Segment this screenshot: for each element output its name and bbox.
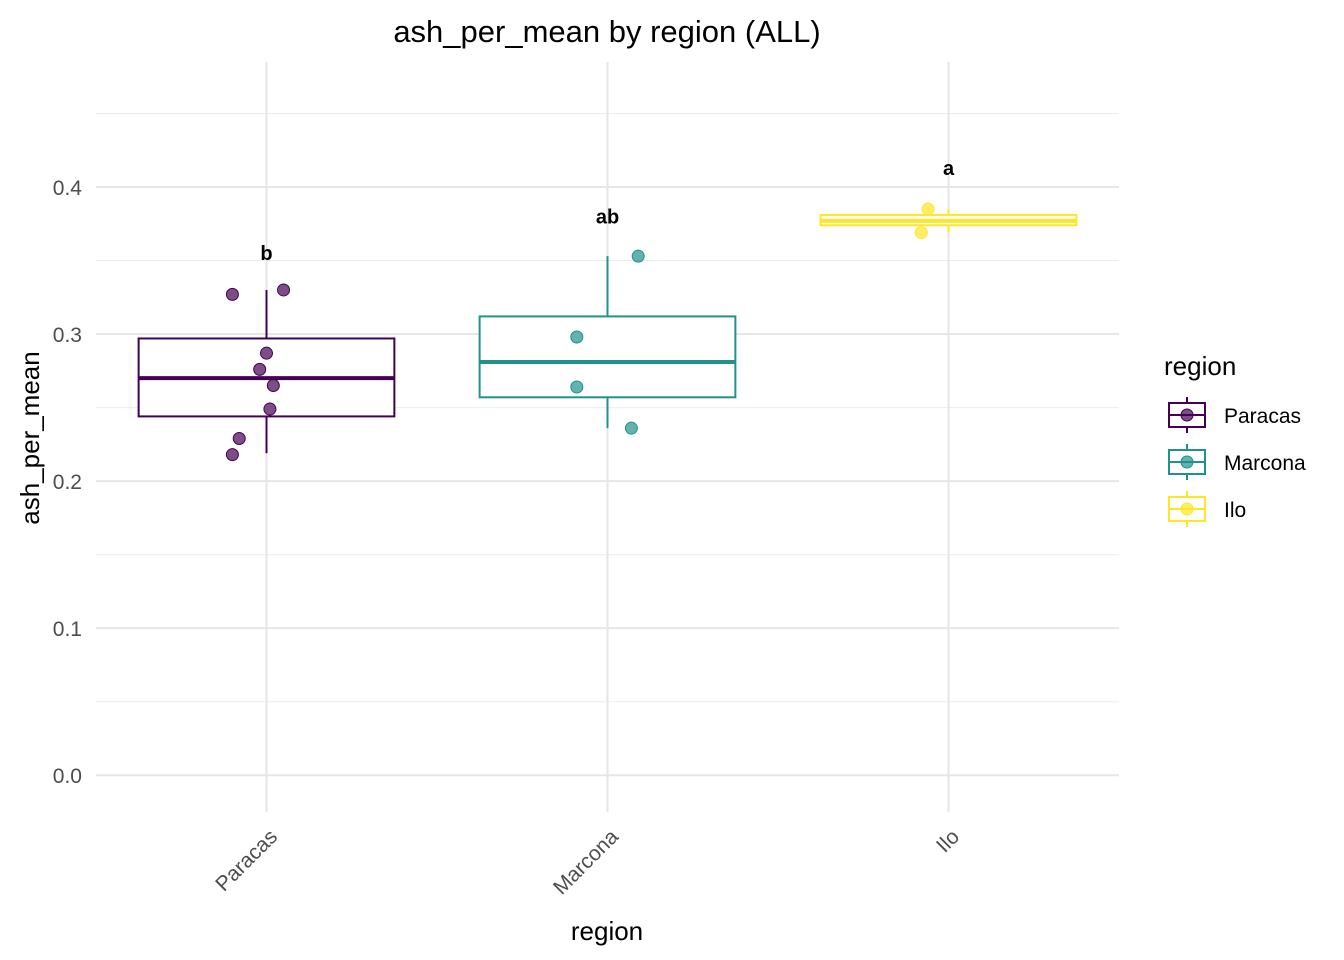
y-tick-label: 0.1	[53, 618, 82, 641]
legend-key-point	[1180, 455, 1194, 469]
y-tick-label: 0.0	[53, 765, 82, 788]
y-tick-label: 0.2	[53, 471, 82, 494]
data-point	[225, 448, 239, 462]
data-point	[914, 226, 928, 240]
data-point	[277, 283, 291, 297]
legend-key-point	[1180, 502, 1194, 516]
data-point	[225, 287, 239, 301]
data-point	[263, 402, 277, 416]
y-axis-ticks: 0.0 0.1 0.2 0.3 0.4	[53, 177, 83, 788]
legend-key-point	[1180, 408, 1194, 422]
data-point	[266, 379, 280, 393]
legend-item: Paracas	[1168, 397, 1301, 433]
x-tick-label: Marcona	[549, 825, 623, 899]
legend-label: Ilo	[1224, 499, 1246, 522]
y-axis-label: ash_per_mean	[15, 351, 45, 524]
point-layer	[225, 202, 935, 462]
legend-title: region	[1164, 351, 1236, 381]
x-tick-label: Paracas	[211, 825, 282, 896]
data-point	[253, 362, 267, 376]
y-tick-label: 0.4	[53, 177, 83, 200]
data-point	[631, 249, 645, 263]
significance-letters: b ab a	[260, 158, 955, 265]
x-axis-ticks: Paracas Marcona Ilo	[211, 825, 964, 899]
y-tick-label: 0.3	[53, 324, 82, 347]
data-point	[921, 202, 935, 216]
x-tick-label: Ilo	[932, 825, 964, 857]
data-point	[570, 330, 584, 344]
significance-letter: ab	[596, 206, 619, 228]
legend-item: Marcona	[1168, 444, 1306, 480]
chart-title: ash_per_mean by region (ALL)	[393, 14, 820, 49]
legend: region Paracas Marcona Ilo	[1164, 351, 1306, 527]
data-point	[624, 421, 638, 435]
data-point	[260, 346, 273, 360]
box	[478, 315, 737, 399]
x-axis-label: region	[571, 916, 643, 946]
legend-label: Marcona	[1224, 452, 1306, 475]
legend-item: Ilo	[1168, 491, 1246, 527]
data-point	[232, 431, 246, 445]
significance-letter: b	[260, 243, 272, 265]
significance-letter: a	[943, 158, 955, 180]
legend-label: Paracas	[1224, 405, 1301, 428]
data-point	[570, 380, 584, 394]
grid-major	[96, 62, 1119, 812]
